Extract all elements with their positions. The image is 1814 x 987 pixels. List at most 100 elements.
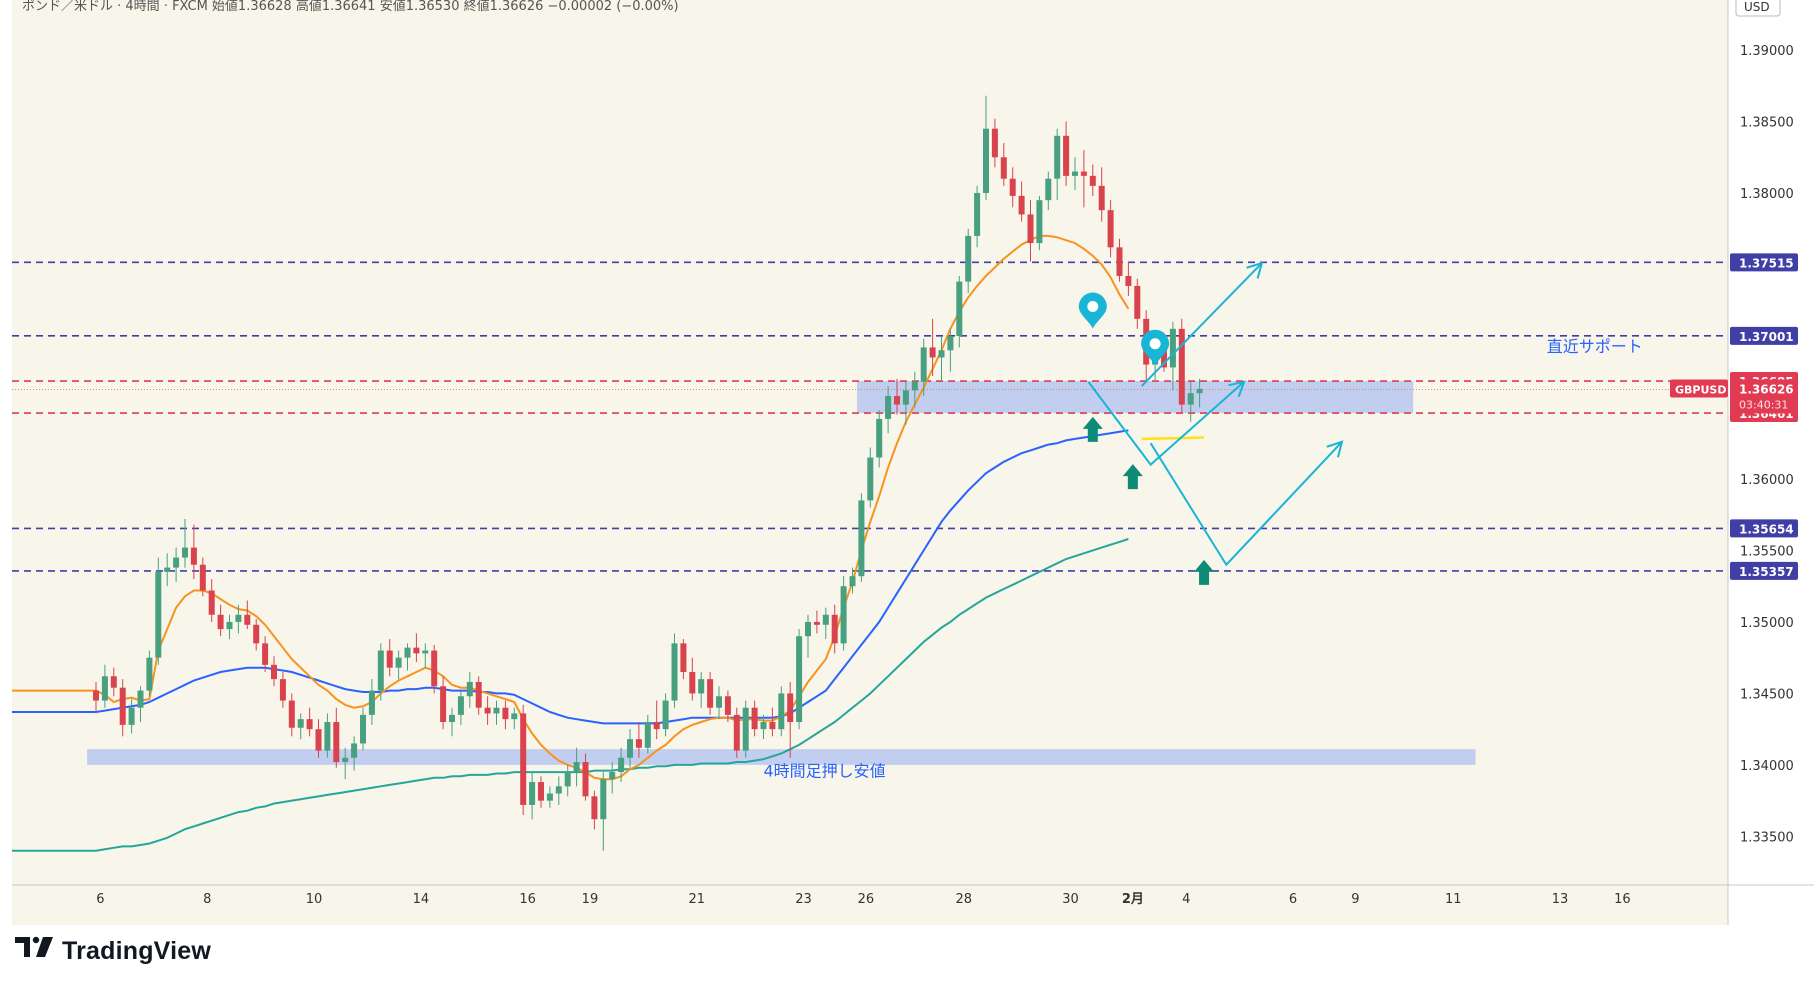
- candle-body: [475, 681, 482, 708]
- x-tick-label: 21: [688, 892, 705, 907]
- candle-body: [653, 722, 660, 730]
- level-price-label: 1.35654: [1739, 522, 1794, 536]
- symbol-tag: [1670, 379, 1728, 398]
- candle-body: [947, 335, 954, 351]
- up-arrow-icon: [1194, 559, 1215, 585]
- candle-body: [885, 396, 892, 419]
- candle-body: [760, 722, 767, 730]
- candle-body: [315, 729, 322, 751]
- projection-arrowhead: [1246, 261, 1264, 279]
- candle-body: [1027, 214, 1034, 244]
- location-pin-dot: [1149, 338, 1161, 350]
- candle-body: [484, 707, 491, 714]
- candle-body: [262, 643, 269, 665]
- y-tick-label: 1.38000: [1740, 187, 1794, 202]
- tradingview-wordmark: TradingView: [62, 937, 212, 965]
- x-tick-label: 28: [955, 892, 972, 907]
- candle-body: [600, 779, 607, 820]
- bar-countdown-label: 03:40:31: [1739, 398, 1788, 411]
- level-price-tag: [1730, 519, 1798, 538]
- candle-body: [226, 621, 233, 630]
- current-price-tag: [1730, 379, 1798, 414]
- candle-body: [146, 657, 153, 691]
- candle-body: [751, 707, 758, 730]
- candle-body: [965, 235, 972, 282]
- candle-body: [93, 690, 99, 701]
- candle-body: [342, 757, 349, 763]
- y-tick-label: 1.39000: [1740, 44, 1794, 59]
- price-axis-background: [1728, 0, 1814, 885]
- candle-body: [422, 650, 429, 654]
- ema-mid-line: [12, 429, 1129, 725]
- candle-body: [440, 686, 447, 723]
- currency-label: USD: [1744, 0, 1770, 14]
- candle-body: [876, 418, 883, 458]
- candle-body: [974, 193, 981, 236]
- candle-body: [1036, 200, 1043, 244]
- candle-body: [1072, 171, 1078, 176]
- y-tick-label: 1.35000: [1740, 616, 1794, 631]
- level-price-tag: [1730, 326, 1798, 345]
- candle-body: [333, 722, 340, 763]
- candle-body: [635, 739, 642, 748]
- candle-body: [591, 796, 598, 820]
- candle-body: [279, 679, 286, 701]
- yellow-trendline: [1141, 436, 1205, 441]
- candle-body: [733, 714, 740, 751]
- candle-body: [1169, 328, 1176, 368]
- chart-annotation: 直近サポート: [1547, 337, 1643, 356]
- level-price-tag: [1730, 561, 1798, 580]
- y-tick-label: 1.34500: [1740, 687, 1794, 702]
- candle-body: [689, 671, 696, 694]
- candle-body: [618, 757, 625, 773]
- ema-fast-line: [12, 234, 1130, 781]
- candle-body: [991, 128, 998, 158]
- up-arrow-icon: [1082, 416, 1103, 442]
- projection-path: [1087, 380, 1245, 467]
- candle-body: [573, 762, 580, 773]
- candle-body: [894, 396, 900, 405]
- candle-body: [840, 586, 847, 644]
- candle-body: [716, 696, 722, 708]
- up-arrow-icon: [1122, 464, 1143, 490]
- candle-body: [306, 719, 313, 730]
- y-tick-label: 1.36000: [1740, 473, 1794, 488]
- price-chart[interactable]: 直近サポート 4時間足押し安値 ポンド／米ドル · 4時間 · FXCM 始値1.3…: [0, 0, 1814, 925]
- candle-body: [208, 590, 215, 615]
- x-tick-label: 6: [96, 892, 104, 907]
- candle-body: [377, 650, 384, 691]
- candle-body: [101, 676, 108, 701]
- symbol-label: GBPUSD: [1675, 383, 1726, 396]
- candle-body: [1161, 350, 1167, 368]
- candle-body: [1107, 210, 1114, 248]
- candle-body: [190, 547, 197, 565]
- location-pin-dot: [1087, 301, 1099, 313]
- candle-body: [1089, 175, 1096, 186]
- candle-body: [920, 347, 927, 382]
- candle-body: [271, 664, 277, 680]
- candle-body: [1009, 178, 1016, 196]
- candle-body: [404, 647, 411, 658]
- candle-body: [351, 743, 358, 758]
- x-tick-label: 2月: [1122, 892, 1144, 907]
- level-price-label: 1.35357: [1739, 565, 1794, 579]
- level-price-label: 1.37001: [1739, 330, 1794, 344]
- y-tick-label: 1.34000: [1740, 759, 1794, 774]
- x-tick-label: 4: [1182, 892, 1190, 907]
- candle-body: [564, 772, 571, 787]
- candle-body: [983, 128, 989, 194]
- candle-body: [555, 786, 562, 794]
- candle-body: [253, 624, 260, 644]
- x-tick-label: 11: [1445, 892, 1462, 907]
- x-tick-label: 16: [519, 892, 536, 907]
- current-price-label: 1.36626: [1739, 382, 1794, 396]
- candle-body: [956, 281, 963, 336]
- candle-body: [324, 722, 331, 751]
- candle-body: [182, 547, 188, 558]
- candle-body: [511, 713, 518, 720]
- candle-body: [368, 690, 375, 715]
- x-tick-label: 9: [1351, 892, 1359, 907]
- candle-body: [858, 500, 865, 577]
- candle-body: [742, 707, 749, 751]
- candle-body: [360, 714, 366, 744]
